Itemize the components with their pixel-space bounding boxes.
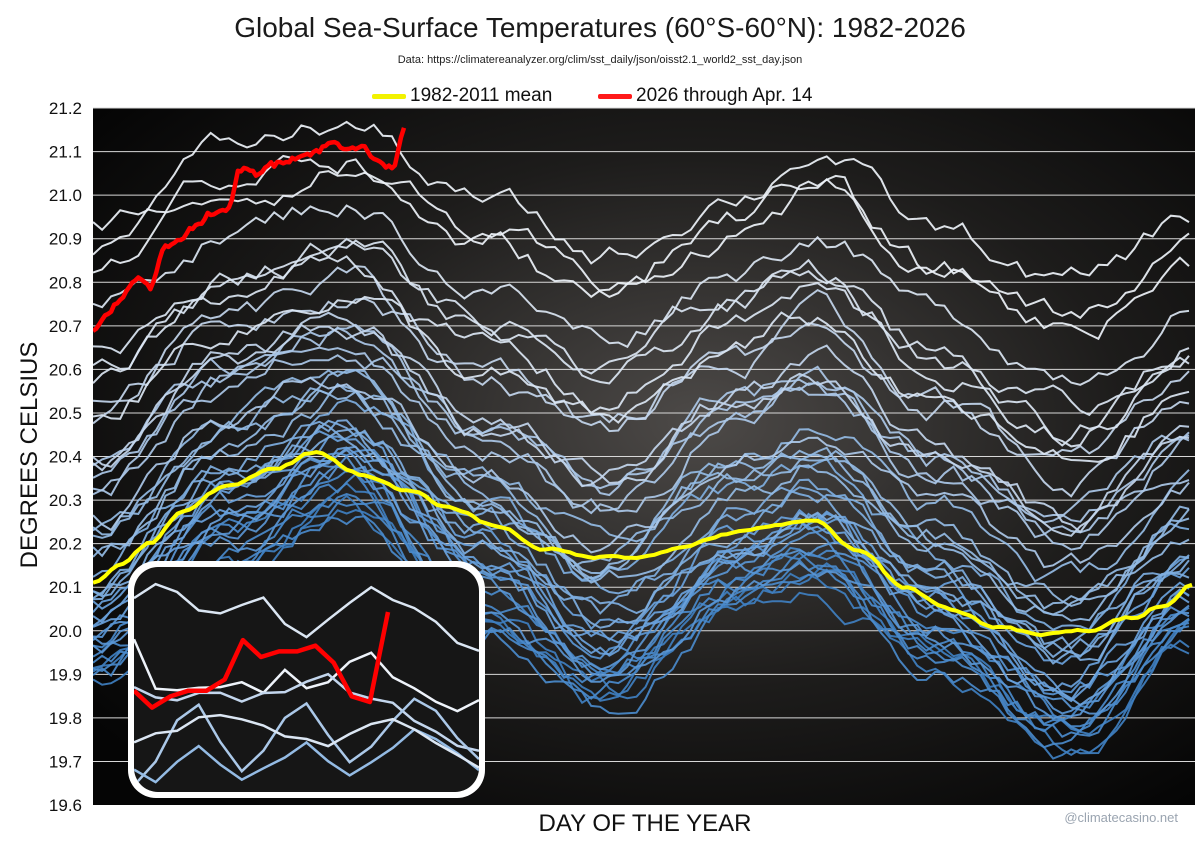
- year-line: [93, 454, 1190, 696]
- legend-swatch-yellow: [372, 93, 406, 99]
- year-line: [93, 376, 1190, 569]
- year-line: [93, 464, 1190, 715]
- y-tick-label: 20.4: [49, 448, 82, 467]
- y-tick-label: 20.6: [49, 360, 82, 379]
- y-tick-label: 19.6: [49, 796, 82, 815]
- inset-year-line: [134, 672, 479, 753]
- y-tick-label: 20.5: [49, 404, 82, 423]
- year-line: [93, 515, 1190, 749]
- credit-watermark: @climatecasino.net: [1064, 810, 1178, 825]
- year-line: [93, 255, 1190, 448]
- chart-subtitle: Data: https://climatereanalyzer.org/clim…: [397, 54, 803, 66]
- year-line: [93, 288, 1190, 457]
- year-line: [93, 239, 1190, 417]
- year-line: [93, 383, 1190, 622]
- y-tick-label: 20.2: [49, 535, 82, 554]
- year-line: [93, 170, 1190, 341]
- chart-title: Global Sea-Surface Temperatures (60°S-60…: [234, 12, 966, 43]
- y-tick-label: 20.0: [49, 622, 82, 641]
- year-line: [93, 323, 1190, 524]
- y-tick-label: 19.7: [49, 752, 82, 771]
- y-tick-label: 20.1: [49, 578, 82, 597]
- y-tick-label: 20.3: [49, 491, 82, 510]
- y-tick-label: 20.8: [49, 273, 82, 292]
- x-axis-label: DAY OF THE YEAR: [538, 810, 752, 837]
- year-line: [93, 368, 1190, 583]
- year-line: [93, 369, 1190, 607]
- y-tick-label: 20.9: [49, 230, 82, 249]
- inset-year-line: [134, 713, 479, 769]
- inset-2026-line: [134, 611, 391, 710]
- inset-year-line: [134, 697, 479, 787]
- y-tick-label: 21.0: [49, 186, 82, 205]
- year-line: [93, 326, 1190, 523]
- year-line: [93, 311, 1190, 537]
- year-line: [93, 237, 1190, 447]
- inset-background: [134, 567, 479, 792]
- legend-label-mean: 1982-2011 mean: [410, 85, 553, 106]
- year-line: [93, 204, 1190, 386]
- year-line: [93, 354, 1190, 551]
- y-tick-label: 21.2: [49, 99, 82, 118]
- year-line: [93, 481, 1190, 736]
- legend-item-mean: 1982-2011 mean: [372, 84, 552, 108]
- mean-line: [93, 450, 1193, 638]
- inset-lines: [134, 582, 479, 787]
- inset-zoom-panel: [128, 561, 485, 798]
- legend-item-2026: 2026 through Apr. 14: [598, 84, 812, 108]
- highlight-lines: [93, 127, 1193, 638]
- year-line: [93, 323, 1190, 534]
- y-axis-label: DEGREES CELSIUS: [16, 341, 43, 569]
- y-tick-label: 20.7: [49, 317, 82, 336]
- y-tick-label: 19.9: [49, 665, 82, 684]
- y-tick-label: 19.8: [49, 709, 82, 728]
- year-line: [93, 295, 1190, 463]
- legend-label-2026: 2026 through Apr. 14: [636, 85, 813, 106]
- year-line: [93, 463, 1190, 720]
- background-year-lines: [93, 120, 1190, 760]
- year-2026-line: [93, 127, 407, 333]
- inset-year-line: [134, 582, 479, 652]
- year-line: [93, 509, 1190, 760]
- y-tick-label: 21.1: [49, 143, 82, 162]
- year-line: [93, 120, 1190, 278]
- y-tick-labels: 19.6 19.7 19.8 19.9 20.0 20.1 20.2 20.3 20.4 20.5…: [49, 99, 82, 815]
- year-line: [93, 446, 1190, 702]
- legend-swatch-red: [598, 93, 632, 99]
